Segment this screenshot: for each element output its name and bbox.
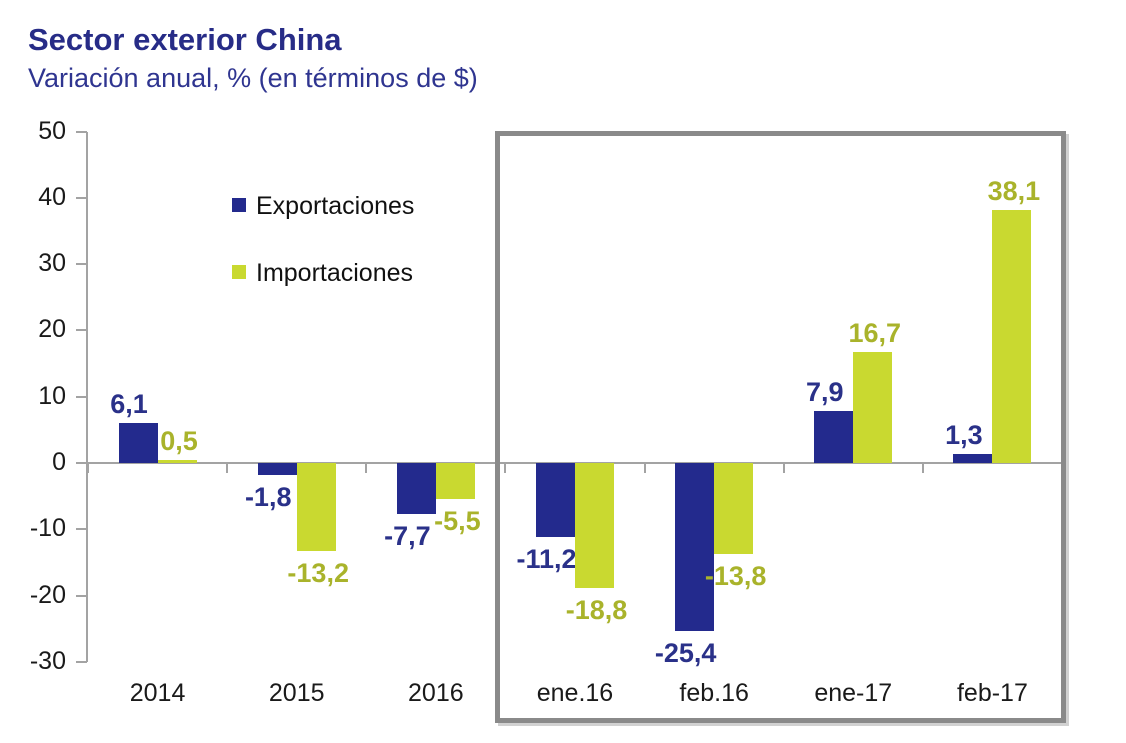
x-axis-label-feb-17: feb-17 [956,679,1028,707]
y-axis-line [86,131,88,662]
chart-subtitle: Variación anual, % (en términos de $) [28,63,478,93]
x-axis-tick [643,464,646,473]
value-label-importaciones-2014: 0,5 [160,425,198,456]
y-axis-label-40: 40 [38,182,66,211]
y-axis-tick [76,660,87,663]
y-axis-label--30: -30 [29,646,66,675]
x-axis-tick [87,464,89,473]
bar-importaciones-feb-17 [992,210,1032,463]
legend-label-importaciones: Importaciones [256,259,414,287]
bar-exportaciones-feb-17 [953,454,993,463]
bar-importaciones-2014 [157,459,197,463]
x-axis-tick [504,464,507,473]
x-axis-tick [365,464,368,473]
x-axis-label-2016: 2016 [408,679,464,707]
highlight-box [495,131,1066,723]
value-label-importaciones-2015: -13,2 [287,557,349,588]
x-axis-tick [226,464,229,473]
y-axis-label--20: -20 [29,580,66,609]
chart-title: Sector exterior China [28,22,342,57]
legend-swatch-exportaciones [232,198,246,212]
value-label-importaciones-2016: -5,5 [434,506,481,537]
y-axis-label-10: 10 [38,381,66,410]
x-axis-label-2014: 2014 [129,679,186,707]
bar-exportaciones-ene-16 [536,463,575,538]
y-axis-label-0: 0 [52,448,66,476]
bar-importaciones-feb-16 [714,463,754,555]
bar-importaciones-2015 [296,463,336,551]
y-axis-tick [76,329,87,332]
bar-importaciones-2016 [435,463,475,500]
value-label-exportaciones-2016: -7,7 [384,521,431,552]
y-axis-tick [76,395,87,398]
y-axis-tick [76,594,87,597]
value-label-importaciones-ene-16: -18,8 [565,594,628,625]
x-axis-label-2015: 2015 [268,679,325,707]
y-axis-tick [76,196,87,199]
y-axis-label-30: 30 [38,249,66,278]
bar-importaciones-ene-17 [853,352,893,463]
x-axis-tick [921,464,924,473]
x-axis-tick [782,464,785,473]
value-label-exportaciones-ene-16: -11,2 [516,544,577,575]
bar-exportaciones-feb-16 [675,463,715,632]
y-axis-label--10: -10 [29,514,66,543]
bar-exportaciones-2015 [257,463,297,475]
value-label-importaciones-ene-17: 16,7 [848,318,902,349]
x-axis-label-ene-17: ene-17 [814,679,893,707]
value-label-importaciones-feb-17: 38,1 [987,176,1041,207]
value-label-exportaciones-ene-17: 7,9 [806,376,844,407]
legend-label-exportaciones: Exportaciones [256,192,415,220]
bar-exportaciones-2016 [396,463,436,515]
y-axis-label-20: 20 [38,315,66,344]
y-axis-tick [76,263,87,266]
value-label-exportaciones-2014: 6,1 [110,388,148,419]
value-label-exportaciones-2015: -1,8 [244,481,292,512]
y-axis-tick [76,130,87,133]
x-axis-label-feb-16: feb.16 [679,679,749,707]
x-axis-label-ene-16: ene.16 [536,679,614,707]
value-label-importaciones-feb-16: -13,8 [704,561,767,592]
bar-importaciones-ene-16 [575,463,614,588]
y-axis-tick [76,528,87,531]
bar-exportaciones-ene-17 [814,410,854,463]
y-axis-label-50: 50 [38,116,66,145]
value-label-exportaciones-feb-16: -25,4 [654,638,717,669]
legend-swatch-importaciones [232,265,246,279]
value-label-exportaciones-feb-17: 1,3 [945,420,983,451]
bar-exportaciones-2014 [118,422,158,463]
y-axis-tick [76,462,87,464]
